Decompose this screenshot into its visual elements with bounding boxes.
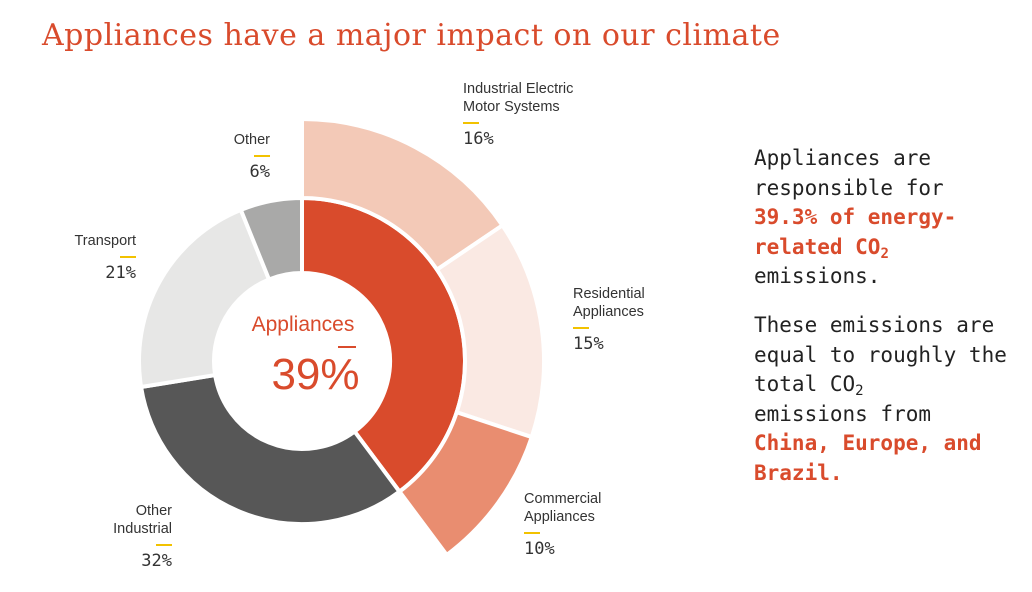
center-value: 39%: [271, 350, 360, 399]
side-highlight: 39.3% of energy-related CO2: [754, 205, 957, 262]
side-text: emissions.: [754, 264, 881, 288]
label-name: Commercial Appliances: [524, 491, 602, 525]
label-other-industrial: Other Industrial 32%: [86, 502, 172, 570]
label-name: Other Industrial: [113, 503, 172, 537]
inner-slice-transport: [137, 207, 271, 390]
outer-slice-commercial-appliances: [397, 410, 534, 557]
page-title: Appliances have a major impact on our cl…: [42, 18, 781, 53]
side-paragraph-1: Appliances are responsible for 39.3% of …: [754, 144, 1024, 292]
label-dash: [254, 155, 270, 157]
subscript: 2: [855, 383, 864, 399]
inner-slice-other: [238, 196, 304, 282]
label-dash: [120, 256, 136, 258]
center-dash: [338, 346, 356, 348]
center-label: Appliances: [251, 313, 355, 336]
label-transport: Transport 21%: [50, 232, 136, 282]
label-name: Transport: [74, 233, 136, 249]
side-highlight-text: 39.3% of energy-related CO: [754, 205, 957, 259]
label-commercial: Commercial Appliances 10%: [524, 490, 601, 558]
side-text: emissions from: [754, 401, 932, 426]
side-paragraph-2: These emissions are equal to roughly the…: [754, 311, 1024, 488]
subscript: 2: [880, 245, 889, 262]
label-pct: 15%: [573, 334, 604, 354]
label-pct: 6%: [249, 162, 270, 182]
label-residential: Residential Appliances 15%: [573, 285, 645, 353]
side-highlight: China, Europe, and Brazil.: [754, 431, 982, 485]
label-industrial-motor: Industrial Electric Motor Systems 16%: [463, 80, 573, 148]
inner-slice-other-industrial: [139, 373, 402, 526]
side-text: These emissions are equal to roughly the…: [754, 313, 1007, 396]
label-pct: 10%: [524, 539, 555, 559]
label-dash: [524, 532, 540, 534]
label-name: Other: [233, 132, 270, 148]
label-pct: 32%: [141, 551, 172, 571]
label-pct: 21%: [105, 263, 136, 283]
label-name: Residential Appliances: [573, 286, 645, 320]
label-name: Industrial Electric Motor Systems: [463, 81, 574, 115]
label-dash: [156, 544, 172, 546]
label-dash: [463, 122, 479, 124]
label-other: Other 6%: [210, 131, 270, 181]
label-pct: 16%: [463, 129, 494, 149]
side-text: Appliances are responsible for: [754, 146, 944, 200]
label-dash: [573, 327, 589, 329]
